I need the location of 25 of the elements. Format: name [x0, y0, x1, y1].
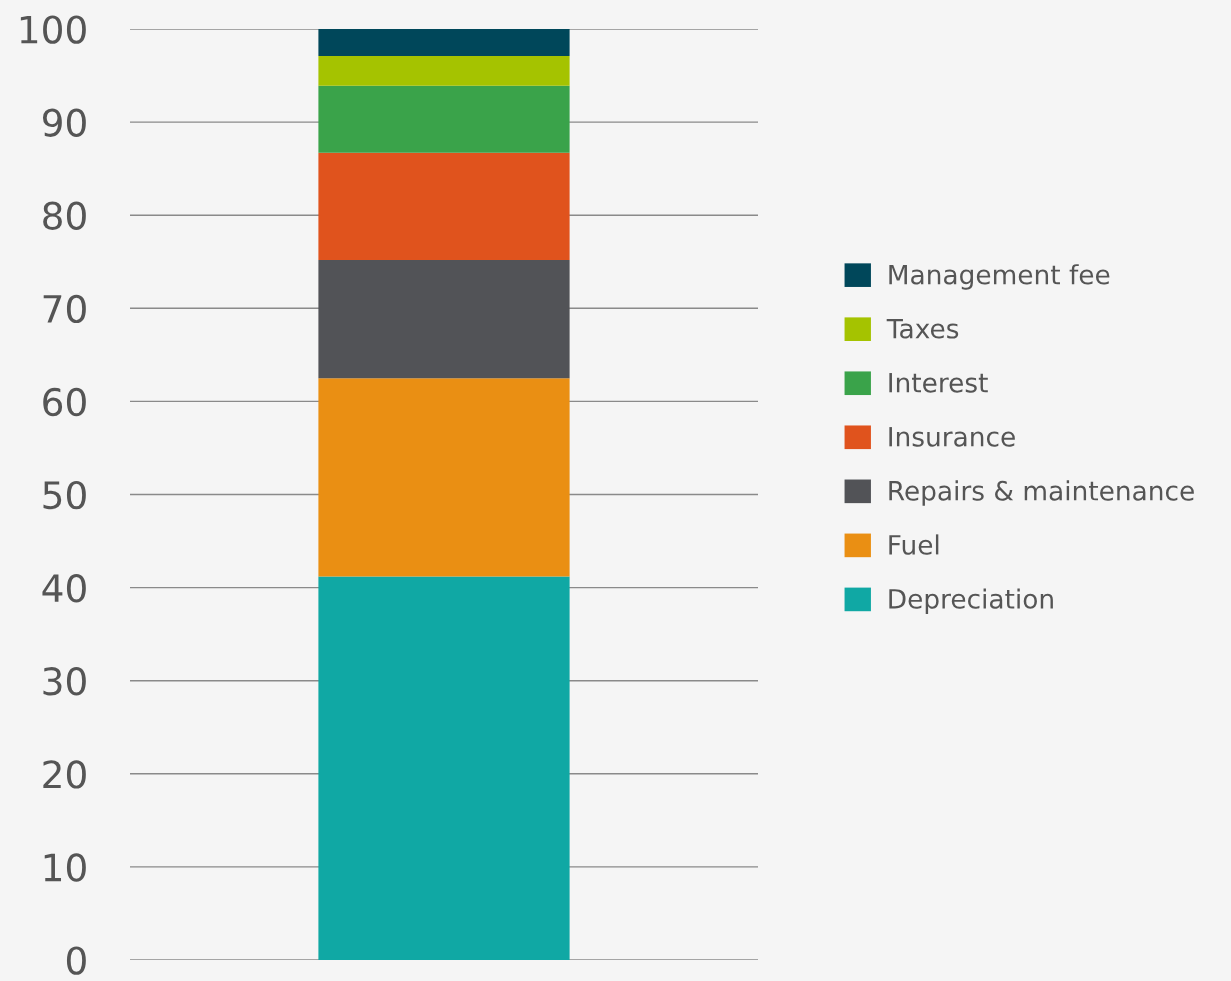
bar: [318, 85, 570, 153]
y-tick-label: 40: [42, 574, 86, 603]
y-tick-label: 0: [66, 946, 86, 975]
y-tick-label: 10: [44, 853, 86, 882]
legend-label: Management fee: [889, 264, 1110, 290]
bar: [318, 576, 570, 960]
legend-label: Repairs & maintenance: [889, 480, 1194, 506]
y-tick-label: 50: [43, 480, 86, 510]
y-tick-label: 70: [43, 294, 86, 324]
bar: [318, 152, 570, 260]
bar: [318, 29, 570, 56]
bar: [318, 56, 570, 86]
y-tick-label: 80: [43, 201, 86, 230]
legend-label: Insurance: [889, 427, 1015, 447]
bar: [318, 378, 570, 577]
legend-label: Taxes: [886, 318, 959, 339]
y-tick-label: 100: [20, 15, 86, 44]
bar: [318, 259, 570, 379]
y-tick-label: 30: [43, 667, 86, 696]
legend-label: Depreciation: [889, 588, 1053, 614]
y-tick-label: 20: [43, 760, 86, 789]
legend-label: Fuel: [889, 534, 939, 555]
y-tick-label: 60: [43, 387, 86, 417]
y-tick-label: 90: [42, 108, 86, 137]
legend-label: Interest: [889, 373, 988, 393]
